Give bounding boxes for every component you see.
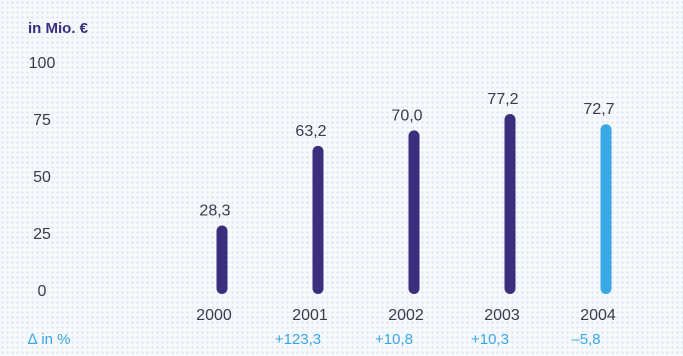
delta-value: +123,3 bbox=[275, 331, 321, 348]
y-tick-label: 0 bbox=[38, 283, 47, 300]
bar-2001 bbox=[312, 145, 324, 294]
x-tick-label: 2002 bbox=[388, 307, 424, 324]
value-label: 28,3 bbox=[199, 202, 230, 219]
y-tick-label: 50 bbox=[33, 169, 51, 186]
delta-value: +10,3 bbox=[471, 331, 509, 348]
y-tick-label: 25 bbox=[33, 226, 51, 243]
bar-2002 bbox=[408, 130, 420, 294]
delta-row-label: ∆ in % bbox=[28, 331, 71, 348]
y-axis-unit-label: in Mio. € bbox=[28, 20, 88, 37]
delta-value: –5,8 bbox=[571, 331, 600, 348]
x-tick-label: 2003 bbox=[484, 307, 520, 324]
value-label: 63,2 bbox=[295, 123, 326, 140]
delta-value: +10,8 bbox=[375, 331, 413, 348]
y-tick-label: 100 bbox=[29, 55, 56, 72]
bar-2004 bbox=[600, 124, 612, 294]
value-label: 77,2 bbox=[487, 91, 518, 108]
bar-2000 bbox=[216, 225, 228, 294]
x-tick-label: 2001 bbox=[292, 307, 328, 324]
bar-2003 bbox=[504, 113, 516, 294]
x-tick-label: 2004 bbox=[580, 307, 616, 324]
y-tick-label: 75 bbox=[33, 112, 51, 129]
value-label: 70,0 bbox=[391, 107, 422, 124]
x-tick-label: 2000 bbox=[196, 307, 232, 324]
value-label: 72,7 bbox=[583, 101, 614, 118]
